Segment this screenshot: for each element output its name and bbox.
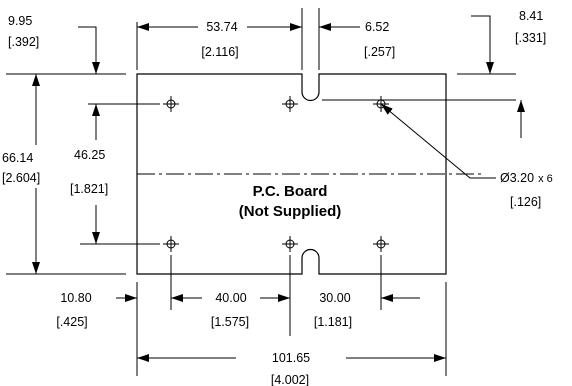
board-subtitle: (Not Supplied) bbox=[239, 203, 341, 220]
dim-top-edge-to-holes-mm: 9.95 bbox=[8, 14, 32, 28]
dim-edge-to-holes-mm: 10.80 bbox=[60, 291, 91, 305]
mounting-hole bbox=[163, 236, 179, 252]
dim-hole-row-spacing-in: [1.821] bbox=[70, 182, 108, 196]
mounting-hole bbox=[282, 236, 298, 252]
dim-hole-spacing-right-mm: 30.00 bbox=[319, 291, 350, 305]
dim-hole-spacing-right-in: [1.181] bbox=[314, 315, 352, 329]
mounting-holes bbox=[163, 96, 389, 252]
mounting-hole bbox=[282, 96, 298, 112]
mounting-hole bbox=[163, 96, 179, 112]
dim-slot-width-in: [.257] bbox=[364, 45, 395, 59]
dim-slot-width-mm: 6.52 bbox=[365, 20, 389, 34]
board-outline bbox=[136, 73, 447, 275]
dim-edge-to-slot-in: [2.116] bbox=[201, 45, 238, 59]
dimension-lines bbox=[32, 15, 525, 362]
dim-board-width-in: [4.002] bbox=[271, 373, 309, 386]
dim-edge-to-slot-mm: 53.74 bbox=[206, 20, 237, 34]
dim-edge-to-holes-in: [.425] bbox=[56, 315, 87, 329]
dim-board-width-mm: 101.65 bbox=[272, 351, 310, 365]
dim-hole-diameter-in: [.126] bbox=[510, 195, 541, 209]
board-title: P.C. Board bbox=[253, 183, 328, 200]
mounting-hole bbox=[373, 236, 389, 252]
dim-board-height-in: [2.604] bbox=[2, 171, 40, 185]
dim-board-height-mm: 66.14 bbox=[2, 151, 33, 165]
dim-top-edge-to-holes-in: [.392] bbox=[8, 35, 39, 49]
dim-slot-depth-mm: 8.41 bbox=[519, 9, 543, 23]
dim-hole-row-spacing-mm: 46.25 bbox=[74, 148, 105, 162]
dim-slot-depth-in: [.331] bbox=[515, 31, 546, 45]
dim-hole-diameter-mm: Ø3.20 x 6 bbox=[500, 171, 553, 185]
dim-hole-spacing-left-in: [1.575] bbox=[211, 315, 249, 329]
dim-hole-spacing-left-mm: 40.00 bbox=[215, 291, 246, 305]
